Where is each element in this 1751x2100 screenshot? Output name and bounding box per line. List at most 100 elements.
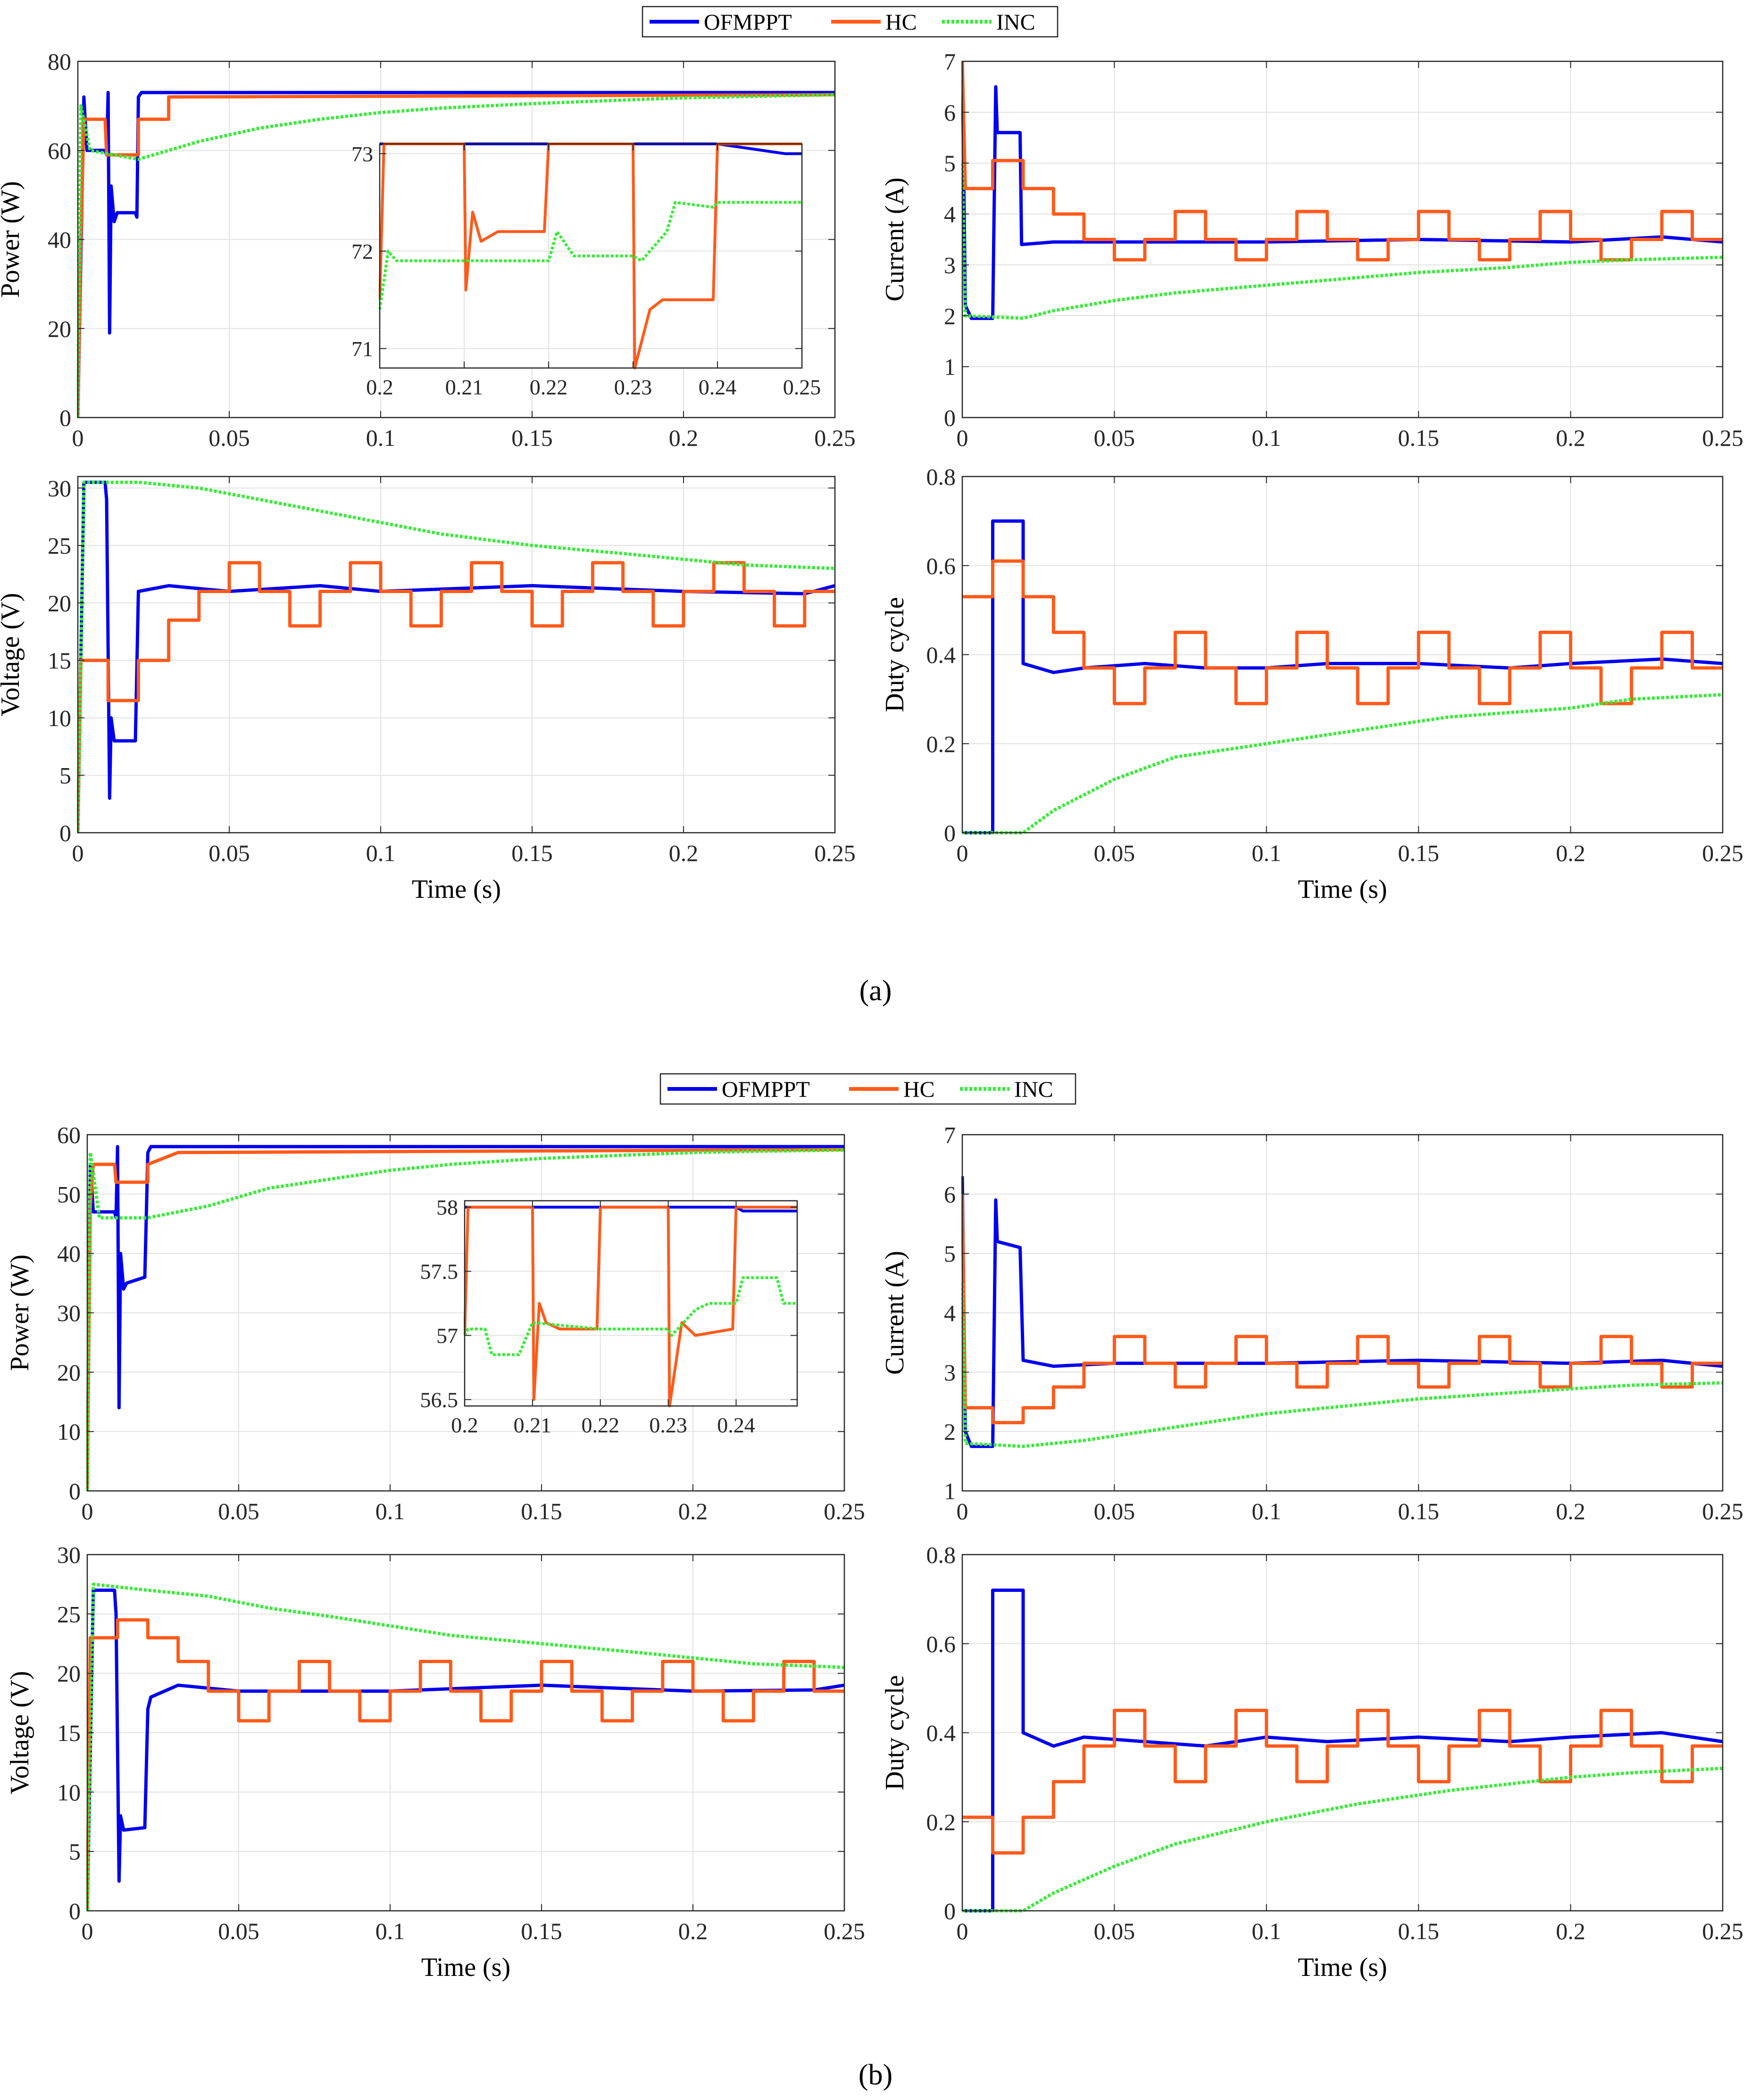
b_power-ytick-label: 60 bbox=[57, 1122, 81, 1148]
a_current-ytick-label: 3 bbox=[944, 252, 956, 278]
chart-b_current: 0 0.05 0.1 0.15 0.2 0.25 1 2 3 4 5 6 7 Current (A) bbox=[880, 1122, 1743, 1525]
b_duty-xtick-label: 0.1 bbox=[1252, 1918, 1282, 1944]
a_current-xtick-label: 0.1 bbox=[1252, 425, 1282, 451]
b_power-inset-xtick-label: 0.2 bbox=[451, 1413, 478, 1437]
b_current-ytick-label: 7 bbox=[944, 1122, 956, 1148]
b_voltage-ytick-label: 20 bbox=[57, 1660, 81, 1687]
b_power-inset-ytick-label: 57.5 bbox=[420, 1260, 459, 1284]
b_power-inset-ytick-label: 56.5 bbox=[420, 1388, 459, 1412]
a_current-series-group bbox=[961, 61, 1723, 320]
a_power-ytick-label: 0 bbox=[59, 405, 71, 431]
b_current-xtick-label: 0.25 bbox=[1702, 1498, 1743, 1524]
b_voltage-ytick-label: 25 bbox=[57, 1601, 81, 1627]
inset-b_power: 0.2 0.21 0.22 0.23 0.24 56.5 57 57.5 58 bbox=[420, 1196, 798, 1437]
a_duty-ytick-label: 0.4 bbox=[926, 642, 956, 668]
b_voltage-ylabel: Voltage (V) bbox=[5, 1671, 34, 1795]
b_voltage-series-hc bbox=[86, 1618, 844, 1911]
b_power-ytick-label: 40 bbox=[57, 1240, 81, 1267]
a_power-inset-plot-area bbox=[380, 144, 802, 368]
b_voltage-ytick-label: 10 bbox=[57, 1779, 81, 1806]
a_power-series-inc bbox=[77, 93, 835, 418]
a_power-xtick-label: 0 bbox=[72, 425, 84, 451]
legend-a-label-ofmppt: OFMPPT bbox=[704, 10, 792, 35]
b_voltage-xtick-label: 0 bbox=[82, 1918, 93, 1944]
a_power-ytick-label: 60 bbox=[48, 137, 71, 164]
a_current-xtick-label: 0.15 bbox=[1398, 425, 1439, 451]
b_duty-xtick-label: 0.05 bbox=[1094, 1918, 1135, 1944]
b_duty-ylabel: Duty cycle bbox=[880, 1675, 909, 1790]
b_duty-series-inc bbox=[962, 1766, 1723, 1913]
a_current-xtick-label: 0.25 bbox=[1702, 425, 1743, 451]
b_power-ytick-label: 20 bbox=[57, 1359, 81, 1386]
a_current-ytick-label: 6 bbox=[944, 99, 956, 125]
a_voltage-xtick-label: 0.1 bbox=[366, 840, 396, 866]
b_current-series-inc bbox=[961, 1283, 1723, 1448]
a_voltage-ytick-label: 25 bbox=[48, 533, 71, 559]
b_voltage-xtick-label: 0.25 bbox=[824, 1918, 865, 1944]
a_power-ytick-label: 20 bbox=[48, 316, 71, 342]
b_voltage-xtick-label: 0.15 bbox=[521, 1918, 562, 1944]
b_voltage-series-group bbox=[86, 1582, 845, 1911]
a_power-ytick-label: 80 bbox=[48, 49, 71, 75]
a_duty-ytick-label: 0.8 bbox=[926, 464, 956, 490]
a_duty-xtick-label: 0.2 bbox=[1556, 840, 1585, 866]
b_voltage-xtick-label: 0.2 bbox=[678, 1918, 708, 1944]
legend-b-label-inc: INC bbox=[1014, 1077, 1053, 1102]
a_voltage-series-ofmppt bbox=[77, 480, 835, 833]
legend-bottom: OFMPPT HC INC bbox=[659, 1073, 1076, 1105]
b_current-ytick-label: 4 bbox=[944, 1300, 956, 1326]
b_power-ytick-label: 0 bbox=[69, 1478, 81, 1505]
a_power-xtick-label: 0.1 bbox=[366, 425, 396, 451]
a_current-ytick-label: 4 bbox=[944, 201, 956, 227]
b_power-inset-axes-frame bbox=[464, 1200, 798, 1407]
b_current-ytick-label: 1 bbox=[944, 1478, 956, 1505]
b_power-xtick-label: 0.1 bbox=[375, 1498, 405, 1524]
chart-b_duty: 0 0.05 0.1 0.15 0.2 0.25 0 0.2 0.4 0.6 0.8 Duty cyc… bbox=[880, 1542, 1743, 1983]
b_power-inset-xtick-label: 0.22 bbox=[582, 1413, 620, 1437]
b_voltage-xtick-label: 0.1 bbox=[375, 1918, 405, 1944]
b_duty-ytick-label: 0.6 bbox=[926, 1631, 956, 1657]
chart-a_voltage: 0 0.05 0.1 0.15 0.2 0.25 0 5 10 15 20 25 30 Voltage (… bbox=[0, 475, 856, 904]
b_power-xtick-label: 0.15 bbox=[521, 1498, 562, 1524]
b_voltage-series-inc bbox=[86, 1582, 845, 1911]
b_duty-xtick-label: 0.15 bbox=[1398, 1918, 1439, 1944]
a_power-inset-xtick-label: 0.21 bbox=[445, 375, 484, 399]
b_power-xtick-label: 0.05 bbox=[218, 1498, 259, 1524]
a_voltage-ytick-label: 5 bbox=[59, 762, 71, 789]
a_duty-xtick-label: 0 bbox=[957, 840, 968, 866]
legend-b-label-hc: HC bbox=[903, 1077, 935, 1102]
b_duty-ytick-label: 0.8 bbox=[926, 1542, 956, 1568]
b_duty-series-group bbox=[962, 1589, 1723, 1913]
b_duty-xlabel: Time (s) bbox=[1298, 1953, 1387, 1982]
chart-a_power: 0 0.05 0.1 0.15 0.2 0.25 0 20 40 60 80 Power (W) 0.2… bbox=[0, 49, 856, 452]
a_power-xtick-label: 0.05 bbox=[208, 425, 250, 451]
b_voltage-ytick-label: 0 bbox=[69, 1898, 81, 1924]
a_power-inset-axes-frame bbox=[379, 143, 803, 369]
b_duty-xtick-label: 0.2 bbox=[1556, 1918, 1585, 1944]
b_power-ytick-label: 30 bbox=[57, 1300, 81, 1326]
a_voltage-ylabel: Voltage (V) bbox=[0, 593, 25, 717]
b_voltage-xlabel: Time (s) bbox=[421, 1953, 510, 1982]
b_power-inset-plot-area bbox=[465, 1201, 797, 1406]
b_current-ytick-label: 5 bbox=[944, 1240, 956, 1267]
a_power-inset-xtick-label: 0.25 bbox=[783, 375, 821, 399]
a_duty-ylabel: Duty cycle bbox=[880, 597, 909, 712]
chart-b_power: 0 0.05 0.1 0.15 0.2 0.25 0 10 20 30 40 50 60 Power (W… bbox=[5, 1122, 865, 1525]
a_power-ytick-label: 40 bbox=[48, 226, 71, 253]
caption-b: (b) bbox=[859, 2059, 892, 2091]
a_power-inset-ytick-label: 72 bbox=[351, 239, 373, 263]
a_current-xtick-label: 0.05 bbox=[1094, 425, 1135, 451]
b_current-xtick-label: 0.2 bbox=[1556, 1498, 1585, 1524]
b_power-series-group bbox=[86, 1145, 845, 1491]
a_duty-xlabel: Time (s) bbox=[1298, 875, 1387, 904]
a_current-ytick-label: 1 bbox=[944, 354, 956, 380]
legend-a-label-hc: HC bbox=[885, 10, 917, 35]
b_power-inset-xtick-label: 0.21 bbox=[514, 1413, 552, 1437]
b_current-ylabel: Current (A) bbox=[880, 1251, 909, 1375]
b_current-ytick-label: 3 bbox=[944, 1359, 956, 1386]
b_power-inset-xtick-label: 0.23 bbox=[649, 1413, 687, 1437]
b_power-xtick-label: 0 bbox=[82, 1498, 93, 1524]
a_current-ytick-label: 7 bbox=[944, 49, 956, 75]
chart-a_current: 0 0.05 0.1 0.15 0.2 0.25 0 1 2 3 4 5 6 7 Current (A) bbox=[880, 49, 1743, 452]
